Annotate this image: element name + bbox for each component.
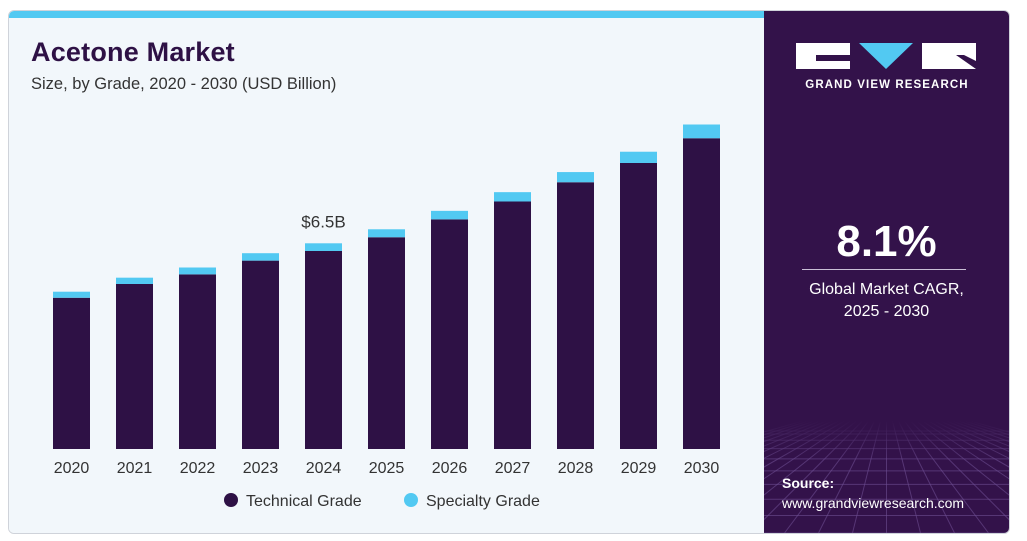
x-tick-label: 2025 bbox=[369, 460, 405, 477]
grand-view-research-logo bbox=[796, 43, 976, 69]
chart-subtitle: Size, by Grade, 2020 - 2030 (USD Billion… bbox=[31, 75, 337, 93]
x-tick-label: 2029 bbox=[621, 460, 657, 477]
bar-technical-2022 bbox=[179, 274, 216, 449]
bar-technical-2024 bbox=[305, 251, 342, 449]
legend-marker bbox=[224, 493, 238, 507]
bar-specialty-2027 bbox=[494, 192, 531, 202]
cagr-value: 8.1% bbox=[836, 217, 937, 266]
accent-bar bbox=[9, 11, 764, 18]
source-label: Source: bbox=[782, 475, 835, 491]
chart-panel: Acetone Market Size, by Grade, 2020 - 20… bbox=[9, 11, 764, 533]
bar-technical-2020 bbox=[53, 297, 90, 449]
bar-technical-2023 bbox=[242, 260, 279, 449]
bar-technical-2028 bbox=[557, 182, 594, 449]
legend-label: Specialty Grade bbox=[426, 493, 540, 510]
x-tick-label: 2024 bbox=[306, 460, 342, 477]
cagr-label-line1: Global Market CAGR, bbox=[809, 281, 964, 298]
decorative-grid bbox=[764, 421, 1009, 533]
cagr-label: Global Market CAGR, 2025 - 2030 bbox=[764, 279, 1009, 323]
infographic-card: Acetone Market Size, by Grade, 2020 - 20… bbox=[8, 10, 1010, 534]
bar-specialty-2029 bbox=[620, 151, 657, 163]
bar-specialty-2024 bbox=[305, 243, 342, 251]
x-tick-label: 2026 bbox=[432, 460, 468, 477]
bar-technical-2021 bbox=[116, 284, 153, 449]
bar-chart: 2020 2021 2022 2023 2024 $6.5B 2025 2026 2027 202… bbox=[53, 124, 720, 510]
x-tick-label: 2022 bbox=[180, 460, 216, 477]
x-tick-label: 2020 bbox=[54, 460, 90, 477]
bar-specialty-2026 bbox=[431, 210, 468, 220]
x-tick-label: 2028 bbox=[558, 460, 594, 477]
data-label-annotation: $6.5B bbox=[301, 212, 345, 231]
bar-technical-2029 bbox=[620, 163, 657, 449]
page-title: Acetone Market bbox=[31, 37, 235, 67]
cagr-divider bbox=[802, 269, 966, 270]
bar-technical-2026 bbox=[431, 219, 468, 449]
bar-specialty-2025 bbox=[368, 229, 405, 238]
x-tick-label: 2030 bbox=[684, 460, 720, 477]
bar-technical-2027 bbox=[494, 201, 531, 449]
x-tick-label: 2023 bbox=[243, 460, 279, 477]
legend-marker bbox=[404, 493, 418, 507]
brand-name: GRAND VIEW RESEARCH bbox=[805, 79, 969, 91]
bar-specialty-2022 bbox=[179, 267, 216, 275]
x-tick-label: 2027 bbox=[495, 460, 531, 477]
bar-technical-2025 bbox=[368, 237, 405, 449]
x-tick-label: 2021 bbox=[117, 460, 153, 477]
bar-technical-2030 bbox=[683, 138, 720, 449]
bar-specialty-2023 bbox=[242, 253, 279, 261]
bar-specialty-2021 bbox=[116, 277, 153, 284]
bar-specialty-2028 bbox=[557, 172, 594, 183]
bar-specialty-2030 bbox=[683, 124, 720, 139]
bar-specialty-2020 bbox=[53, 291, 90, 298]
source-url: www.grandviewresearch.com bbox=[782, 495, 965, 511]
brand-panel: GRAND VIEW RESEARCH 8.1% Global Market C… bbox=[764, 11, 1009, 533]
cagr-label-line2: 2025 - 2030 bbox=[843, 303, 930, 320]
legend-label: Technical Grade bbox=[246, 493, 362, 510]
